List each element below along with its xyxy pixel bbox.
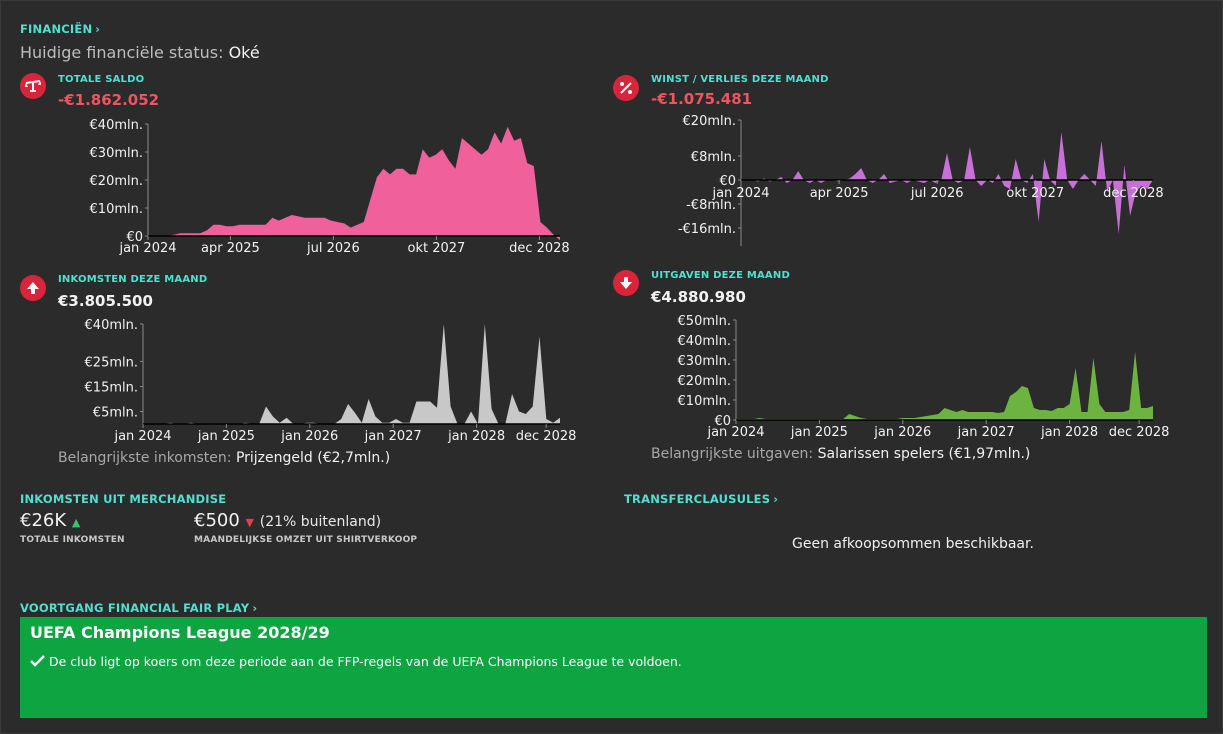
chevron-right-icon: ›	[252, 601, 258, 615]
trend-down-icon: ▼	[245, 516, 255, 529]
income-label: INKOMSTEN DEZE MAAND	[58, 274, 208, 285]
balance-value: -€1.862.052	[58, 91, 160, 109]
status-value: Oké	[228, 43, 260, 62]
merch-monthly-value: €500	[194, 510, 240, 531]
financial-status: Huidige financiële status: Oké	[20, 43, 260, 62]
percent-arrows-icon	[613, 75, 639, 101]
transfer-clauses-link[interactable]: TRANSFERCLAUSULES ›	[624, 492, 778, 506]
chevron-right-icon: ›	[773, 492, 779, 506]
ffp-message: De club ligt op koers om deze periode aa…	[49, 654, 682, 669]
merch-monthly-label: MAANDELIJKSE OMZET UIT SHIRTVERKOOP	[194, 535, 418, 545]
ffp-title: VOORTGANG FINANCIAL FAIR PLAY	[20, 601, 250, 615]
trend-up-icon: ▲	[71, 516, 81, 529]
arrow-up-icon	[20, 275, 46, 301]
transfer-empty-message: Geen afkoopsommen beschikbaar.	[792, 536, 1034, 552]
status-label: Huidige financiële status:	[20, 43, 224, 62]
ffp-status-box: UEFA Champions League 2028/29 De club li…	[20, 617, 1207, 718]
checkmark-icon	[30, 655, 45, 667]
expense-note: Belangrijkste uitgaven: Salarissen spele…	[651, 446, 1030, 462]
merch-total-value: €26K	[20, 510, 67, 531]
merch-total-label: TOTALE INKOMSTEN	[20, 535, 125, 545]
profit-label: WINST / VERLIES DEZE MAAND	[651, 74, 829, 85]
income-value: €3.805.500	[58, 292, 153, 310]
transfer-clauses-title: TRANSFERCLAUSULES	[624, 492, 771, 506]
merch-total: €26K ▲	[20, 510, 80, 531]
balance-scale-icon	[20, 73, 46, 99]
merchandise-title: INKOMSTEN UIT MERCHANDISE	[20, 492, 227, 506]
merch-monthly-extra: (21% buitenland)	[259, 514, 382, 530]
expense-label: UITGAVEN DEZE MAAND	[651, 270, 790, 281]
ffp-link[interactable]: VOORTGANG FINANCIAL FAIR PLAY ›	[20, 601, 257, 615]
balance-label: TOTALE SALDO	[58, 74, 145, 85]
ffp-message-row: De club ligt op koers om deze periode aa…	[30, 654, 682, 669]
finances-link[interactable]: FINANCIËN ›	[20, 22, 100, 36]
profit-value: -€1.075.481	[651, 90, 753, 108]
merch-monthly: €500 ▼ (21% buitenland)	[194, 510, 381, 531]
income-note-label: Belangrijkste inkomsten:	[58, 450, 232, 466]
chevron-right-icon: ›	[95, 22, 101, 36]
expense-value: €4.880.980	[651, 288, 746, 306]
income-note-value: Prijzengeld (€2,7mln.)	[235, 450, 391, 466]
expense-note-value: Salarissen spelers (€1,97mln.)	[817, 446, 1031, 462]
finances-title: FINANCIËN	[20, 22, 93, 36]
expense-note-label: Belangrijkste uitgaven:	[651, 446, 814, 462]
ffp-competition: UEFA Champions League 2028/29	[30, 623, 330, 642]
income-note: Belangrijkste inkomsten: Prijzengeld (€2…	[58, 450, 390, 466]
arrow-down-icon	[613, 270, 639, 296]
